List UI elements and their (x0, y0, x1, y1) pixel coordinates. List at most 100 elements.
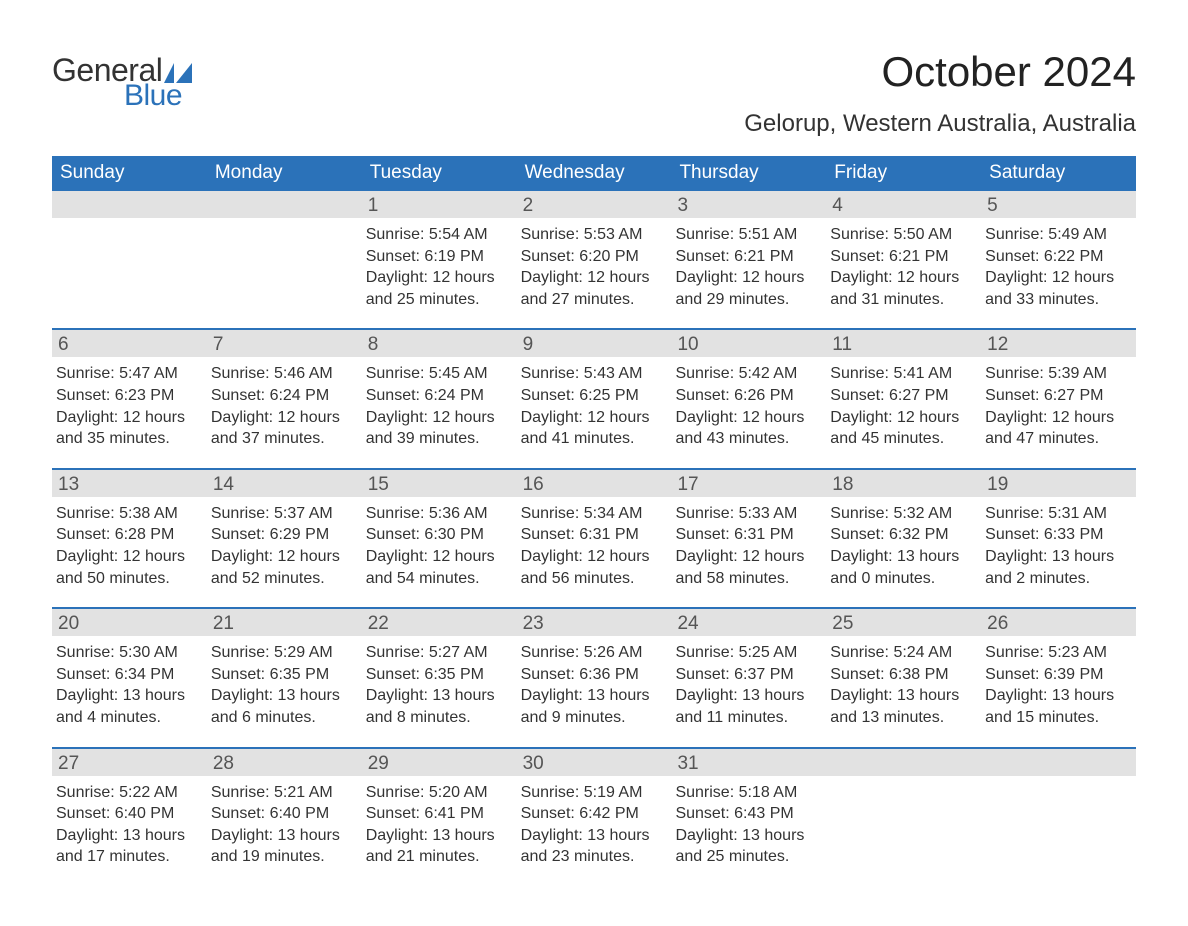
day-body: Sunrise: 5:32 AMSunset: 6:32 PMDaylight:… (826, 497, 981, 607)
day-number: 10 (671, 330, 826, 357)
day-body: Sunrise: 5:42 AMSunset: 6:26 PMDaylight:… (671, 357, 826, 467)
sunrise-text: Sunrise: 5:50 AM (830, 224, 977, 246)
sunrise-text: Sunrise: 5:33 AM (675, 503, 822, 525)
day-of-week-header: Sunday Monday Tuesday Wednesday Thursday… (52, 156, 1136, 191)
daylight-text: Daylight: 13 hours and 25 minutes. (675, 825, 822, 868)
day-body (207, 218, 362, 242)
sunrise-text: Sunrise: 5:21 AM (211, 782, 358, 804)
sunset-text: Sunset: 6:27 PM (830, 385, 977, 407)
day-body: Sunrise: 5:23 AMSunset: 6:39 PMDaylight:… (981, 636, 1136, 746)
sunset-text: Sunset: 6:27 PM (985, 385, 1132, 407)
daylight-text: Daylight: 12 hours and 41 minutes. (521, 407, 668, 450)
week-row: 20Sunrise: 5:30 AMSunset: 6:34 PMDayligh… (52, 607, 1136, 746)
week-row: 1Sunrise: 5:54 AMSunset: 6:19 PMDaylight… (52, 191, 1136, 328)
day-number: 13 (52, 470, 207, 497)
sunset-text: Sunset: 6:21 PM (675, 246, 822, 268)
week-row: 6Sunrise: 5:47 AMSunset: 6:23 PMDaylight… (52, 328, 1136, 467)
sunrise-text: Sunrise: 5:47 AM (56, 363, 203, 385)
day-number: 15 (362, 470, 517, 497)
day-cell: 18Sunrise: 5:32 AMSunset: 6:32 PMDayligh… (826, 470, 981, 607)
day-cell: 13Sunrise: 5:38 AMSunset: 6:28 PMDayligh… (52, 470, 207, 607)
day-body (52, 218, 207, 242)
calendar-grid: Sunday Monday Tuesday Wednesday Thursday… (52, 156, 1136, 886)
day-body: Sunrise: 5:46 AMSunset: 6:24 PMDaylight:… (207, 357, 362, 467)
daylight-text: Daylight: 13 hours and 23 minutes. (521, 825, 668, 868)
page-header: General Blue October 2024 Gelorup, Weste… (52, 48, 1136, 138)
month-title: October 2024 (744, 48, 1136, 96)
day-body: Sunrise: 5:30 AMSunset: 6:34 PMDaylight:… (52, 636, 207, 746)
sunset-text: Sunset: 6:29 PM (211, 524, 358, 546)
sunrise-text: Sunrise: 5:45 AM (366, 363, 513, 385)
brand-logo: General Blue (52, 52, 192, 113)
day-number: 27 (52, 749, 207, 776)
day-body: Sunrise: 5:19 AMSunset: 6:42 PMDaylight:… (517, 776, 672, 886)
sunset-text: Sunset: 6:32 PM (830, 524, 977, 546)
weeks-container: 1Sunrise: 5:54 AMSunset: 6:19 PMDaylight… (52, 191, 1136, 886)
dow-friday: Friday (826, 156, 981, 191)
sunrise-text: Sunrise: 5:41 AM (830, 363, 977, 385)
daylight-text: Daylight: 12 hours and 43 minutes. (675, 407, 822, 450)
sunrise-text: Sunrise: 5:29 AM (211, 642, 358, 664)
day-number: 4 (826, 191, 981, 218)
day-body: Sunrise: 5:49 AMSunset: 6:22 PMDaylight:… (981, 218, 1136, 328)
sunrise-text: Sunrise: 5:26 AM (521, 642, 668, 664)
sunrise-text: Sunrise: 5:42 AM (675, 363, 822, 385)
dow-wednesday: Wednesday (517, 156, 672, 191)
sunset-text: Sunset: 6:38 PM (830, 664, 977, 686)
day-body: Sunrise: 5:43 AMSunset: 6:25 PMDaylight:… (517, 357, 672, 467)
day-cell: 29Sunrise: 5:20 AMSunset: 6:41 PMDayligh… (362, 749, 517, 886)
daylight-text: Daylight: 13 hours and 9 minutes. (521, 685, 668, 728)
day-cell: 31Sunrise: 5:18 AMSunset: 6:43 PMDayligh… (671, 749, 826, 886)
day-number (52, 191, 207, 218)
dow-saturday: Saturday (981, 156, 1136, 191)
day-number: 26 (981, 609, 1136, 636)
day-cell: 12Sunrise: 5:39 AMSunset: 6:27 PMDayligh… (981, 330, 1136, 467)
sunset-text: Sunset: 6:33 PM (985, 524, 1132, 546)
sunset-text: Sunset: 6:24 PM (211, 385, 358, 407)
day-cell: 7Sunrise: 5:46 AMSunset: 6:24 PMDaylight… (207, 330, 362, 467)
sunset-text: Sunset: 6:26 PM (675, 385, 822, 407)
sunrise-text: Sunrise: 5:51 AM (675, 224, 822, 246)
day-body: Sunrise: 5:22 AMSunset: 6:40 PMDaylight:… (52, 776, 207, 886)
day-cell: 28Sunrise: 5:21 AMSunset: 6:40 PMDayligh… (207, 749, 362, 886)
day-cell: 24Sunrise: 5:25 AMSunset: 6:37 PMDayligh… (671, 609, 826, 746)
sunrise-text: Sunrise: 5:18 AM (675, 782, 822, 804)
day-body: Sunrise: 5:47 AMSunset: 6:23 PMDaylight:… (52, 357, 207, 467)
day-cell: 8Sunrise: 5:45 AMSunset: 6:24 PMDaylight… (362, 330, 517, 467)
daylight-text: Daylight: 12 hours and 29 minutes. (675, 267, 822, 310)
sunrise-text: Sunrise: 5:32 AM (830, 503, 977, 525)
sunrise-text: Sunrise: 5:27 AM (366, 642, 513, 664)
daylight-text: Daylight: 12 hours and 56 minutes. (521, 546, 668, 589)
day-cell: 2Sunrise: 5:53 AMSunset: 6:20 PMDaylight… (517, 191, 672, 328)
daylight-text: Daylight: 12 hours and 25 minutes. (366, 267, 513, 310)
day-body: Sunrise: 5:33 AMSunset: 6:31 PMDaylight:… (671, 497, 826, 607)
day-cell (52, 191, 207, 328)
week-row: 27Sunrise: 5:22 AMSunset: 6:40 PMDayligh… (52, 747, 1136, 886)
day-cell: 30Sunrise: 5:19 AMSunset: 6:42 PMDayligh… (517, 749, 672, 886)
day-cell: 23Sunrise: 5:26 AMSunset: 6:36 PMDayligh… (517, 609, 672, 746)
day-body: Sunrise: 5:25 AMSunset: 6:37 PMDaylight:… (671, 636, 826, 746)
daylight-text: Daylight: 13 hours and 19 minutes. (211, 825, 358, 868)
sunrise-text: Sunrise: 5:49 AM (985, 224, 1132, 246)
day-cell: 16Sunrise: 5:34 AMSunset: 6:31 PMDayligh… (517, 470, 672, 607)
day-number (981, 749, 1136, 776)
sunrise-text: Sunrise: 5:38 AM (56, 503, 203, 525)
sunset-text: Sunset: 6:40 PM (56, 803, 203, 825)
day-number: 9 (517, 330, 672, 357)
sunset-text: Sunset: 6:31 PM (675, 524, 822, 546)
sunset-text: Sunset: 6:37 PM (675, 664, 822, 686)
day-body: Sunrise: 5:45 AMSunset: 6:24 PMDaylight:… (362, 357, 517, 467)
day-cell: 9Sunrise: 5:43 AMSunset: 6:25 PMDaylight… (517, 330, 672, 467)
daylight-text: Daylight: 12 hours and 50 minutes. (56, 546, 203, 589)
day-number: 1 (362, 191, 517, 218)
daylight-text: Daylight: 12 hours and 58 minutes. (675, 546, 822, 589)
sunrise-text: Sunrise: 5:25 AM (675, 642, 822, 664)
day-number: 16 (517, 470, 672, 497)
day-body: Sunrise: 5:29 AMSunset: 6:35 PMDaylight:… (207, 636, 362, 746)
day-cell: 17Sunrise: 5:33 AMSunset: 6:31 PMDayligh… (671, 470, 826, 607)
sunset-text: Sunset: 6:31 PM (521, 524, 668, 546)
day-body: Sunrise: 5:27 AMSunset: 6:35 PMDaylight:… (362, 636, 517, 746)
daylight-text: Daylight: 12 hours and 39 minutes. (366, 407, 513, 450)
day-body: Sunrise: 5:20 AMSunset: 6:41 PMDaylight:… (362, 776, 517, 886)
daylight-text: Daylight: 12 hours and 31 minutes. (830, 267, 977, 310)
